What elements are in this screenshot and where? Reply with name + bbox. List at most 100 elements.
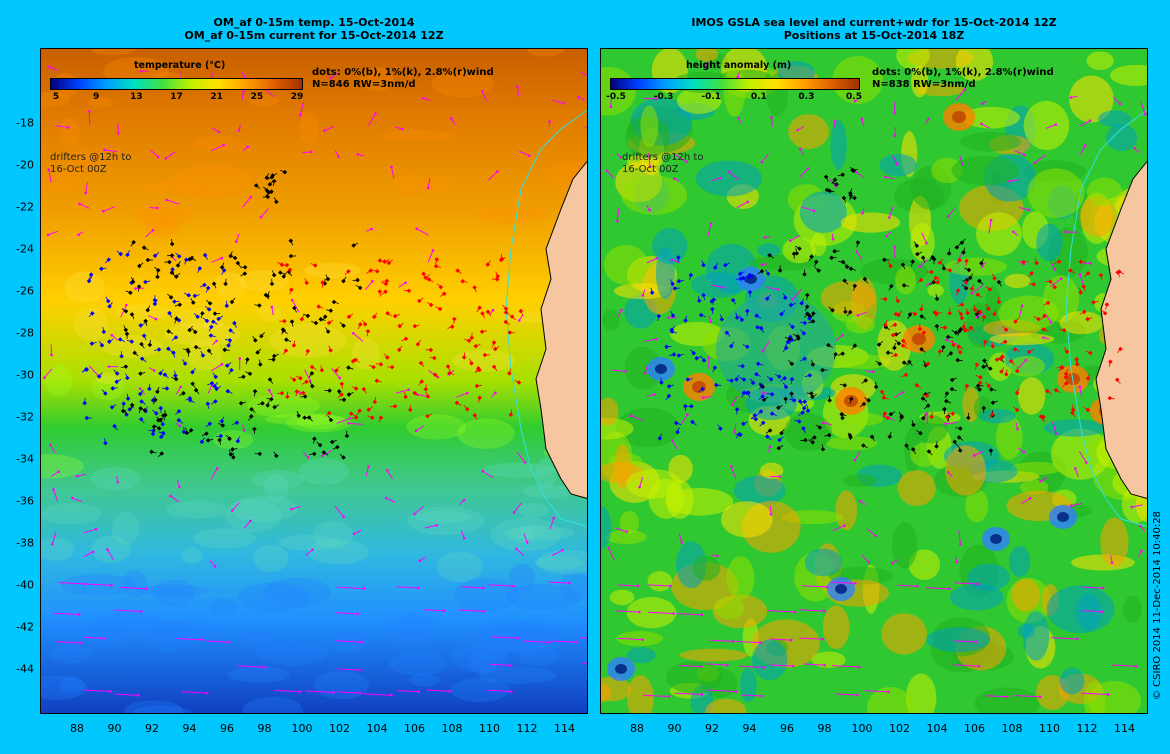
anomaly-patch xyxy=(961,106,1020,129)
drifter-black xyxy=(920,396,926,401)
temperature-patch xyxy=(95,372,120,385)
drifter-blue xyxy=(666,393,672,399)
latitude-axis: -18 -20 -22 -24 -26 -28 -30 -32 -34 -36 -38 -40 -42 -… xyxy=(0,0,34,754)
current-vector xyxy=(395,389,409,394)
current-vector xyxy=(802,585,828,588)
drifter-blue xyxy=(99,266,104,272)
australia-land xyxy=(535,160,587,499)
drifter-red xyxy=(362,321,368,327)
current-vector xyxy=(1046,124,1057,129)
current-vector xyxy=(1140,101,1146,115)
anomaly-patch xyxy=(603,244,648,285)
current-vector-head xyxy=(431,249,435,252)
current-vector-head xyxy=(249,519,252,523)
current-vector-head xyxy=(462,498,466,502)
drifter-black xyxy=(910,447,916,452)
drifter-black xyxy=(869,434,875,440)
drifter-red xyxy=(1070,407,1076,413)
sea-level-map-overlay xyxy=(601,49,1147,713)
drifter-black xyxy=(341,323,346,328)
current-vector-head xyxy=(103,148,106,152)
current-vector-head xyxy=(1143,112,1147,116)
current-vector xyxy=(337,668,360,671)
anomaly-patch xyxy=(788,114,829,149)
current-vector xyxy=(274,689,300,693)
current-vector xyxy=(646,393,655,397)
drifter-red xyxy=(1012,347,1018,352)
current-vector-head xyxy=(217,130,221,134)
current-vector-head xyxy=(856,693,859,697)
right-drifters-line1: drifters @12h to xyxy=(622,152,704,163)
drifter-black xyxy=(281,274,286,279)
drifter-blue xyxy=(789,376,795,382)
current-vector xyxy=(958,530,961,545)
current-vector-head xyxy=(249,195,253,199)
current-vector-head xyxy=(760,263,764,266)
drifter-blue xyxy=(195,314,200,319)
drifter-red xyxy=(959,315,965,321)
longitude-tick-label: 114 xyxy=(554,722,575,735)
drifter-black xyxy=(925,403,931,408)
current-vector-head xyxy=(178,424,182,428)
current-vector-head xyxy=(390,165,393,169)
current-vector-head xyxy=(629,414,633,417)
drifter-blue xyxy=(750,380,756,386)
right-info-line2: N=838 RW=3nm/d xyxy=(872,79,976,90)
drifter-red xyxy=(339,392,344,397)
anomaly-high-core xyxy=(952,111,966,123)
current-vector-head xyxy=(704,62,708,65)
drifter-black xyxy=(257,451,263,457)
drifter-red xyxy=(1045,300,1051,306)
current-vector-head xyxy=(641,294,645,297)
anomaly-patch xyxy=(601,397,619,426)
drifter-red xyxy=(972,307,978,313)
drifter-red xyxy=(1013,319,1018,324)
drifter-black xyxy=(862,276,868,282)
drifter-red xyxy=(474,383,480,389)
drifter-red xyxy=(882,296,888,302)
current-vector xyxy=(271,306,274,316)
left-drifters-line2: 16-Oct 00Z xyxy=(50,164,107,175)
anomaly-patch xyxy=(896,49,930,70)
drifter-red xyxy=(903,372,909,378)
drifter-black xyxy=(227,436,232,441)
current-vector xyxy=(368,113,376,127)
drifter-red xyxy=(964,383,970,389)
current-vector xyxy=(611,369,626,372)
current-vector-head xyxy=(227,640,231,644)
colorbar-tick-label: 21 xyxy=(210,92,223,102)
drifter-black xyxy=(260,401,265,406)
longitude-tick-label: 108 xyxy=(1001,722,1023,735)
drifter-red xyxy=(933,275,939,281)
drifter-red xyxy=(445,364,451,369)
drifter-red xyxy=(397,323,403,329)
drifter-black xyxy=(274,199,279,205)
anomaly-patch xyxy=(979,408,1016,424)
drifter-red xyxy=(371,364,376,370)
drifter-blue xyxy=(747,272,753,278)
current-vector xyxy=(581,662,587,664)
drifter-blue xyxy=(158,405,164,411)
drifter-red xyxy=(1070,410,1075,416)
current-vector-head xyxy=(655,256,659,260)
drifter-red xyxy=(377,289,383,294)
current-vector xyxy=(830,581,856,584)
latitude-tick-label: -44 xyxy=(16,662,34,676)
temperature-patch xyxy=(247,394,320,418)
temperature-patch xyxy=(41,619,99,637)
current-vector-head xyxy=(1085,461,1088,464)
current-vector-head xyxy=(448,689,452,693)
drifter-black xyxy=(192,329,198,335)
current-vector-head xyxy=(1059,277,1063,280)
current-vector xyxy=(89,365,99,377)
drifter-blue xyxy=(192,293,198,299)
current-vector xyxy=(260,208,269,218)
current-vector xyxy=(427,250,434,263)
current-vector-head xyxy=(624,370,627,373)
current-vector xyxy=(166,199,180,205)
temperature-patch xyxy=(116,304,172,320)
current-vector xyxy=(425,689,450,692)
drifter-blue xyxy=(170,267,175,272)
current-vector xyxy=(1009,179,1019,182)
current-vector-head xyxy=(1054,432,1058,436)
